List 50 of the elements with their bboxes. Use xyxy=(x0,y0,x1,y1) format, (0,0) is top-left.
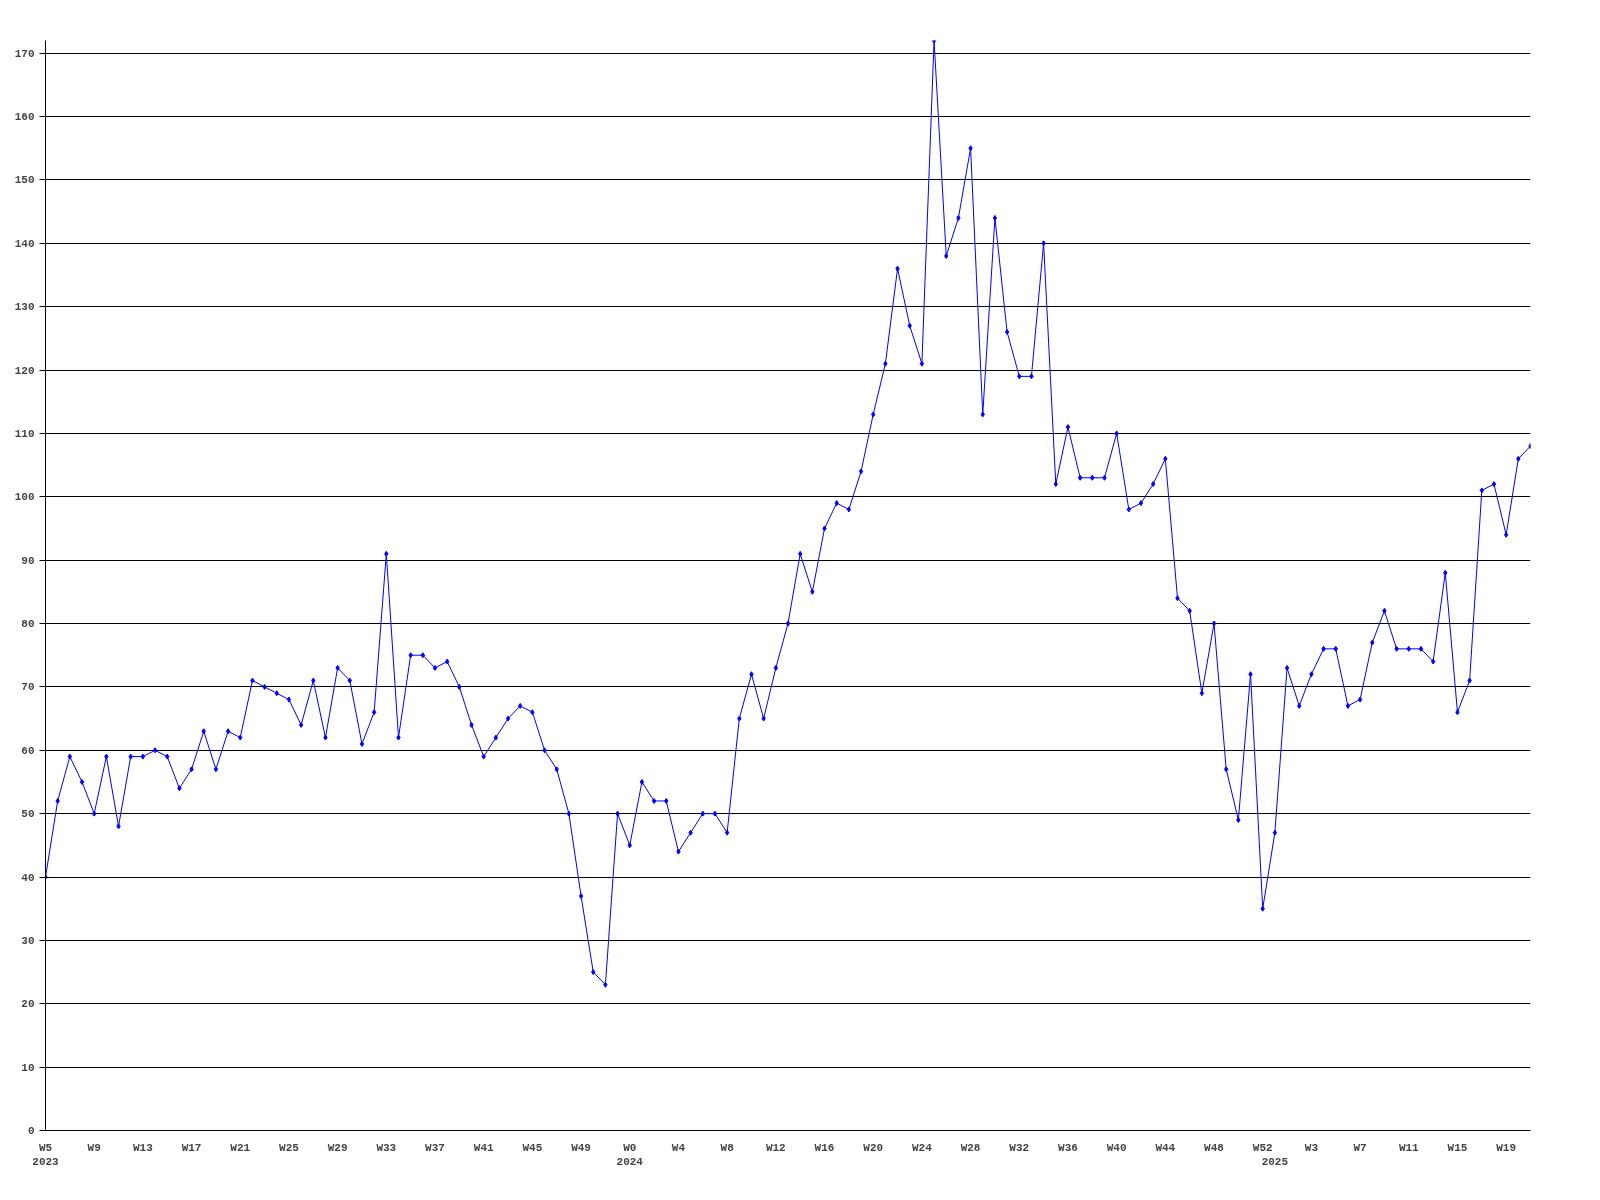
x-tick-label: W20 xyxy=(863,1141,884,1154)
x-tick-label: W40 xyxy=(1106,1141,1127,1154)
x-tick-label: W19 xyxy=(1496,1141,1517,1154)
x-tick-label: W7 xyxy=(1353,1141,1367,1154)
x-tick-label: W24 xyxy=(911,1141,933,1154)
x-tick-label: W3 xyxy=(1304,1141,1319,1154)
x-tick-label: W32 xyxy=(1009,1141,1030,1154)
y-tick-label: 80 xyxy=(21,618,35,631)
y-tick-label: 60 xyxy=(21,744,35,757)
x-tick-label: W17 xyxy=(181,1141,202,1154)
x-tick-label: W8 xyxy=(720,1141,735,1154)
x-tick-label: W5 2023 xyxy=(32,1141,60,1168)
x-tick-label: W9 xyxy=(87,1141,101,1154)
y-tick-label: 50 xyxy=(21,808,35,821)
x-tick-label: W41 xyxy=(473,1141,494,1154)
y-tick-label: 10 xyxy=(21,1061,35,1074)
x-tick-label: W4 xyxy=(671,1141,686,1154)
x-tick-label: W12 xyxy=(765,1141,786,1154)
x-tick-label: W48 xyxy=(1204,1141,1225,1154)
y-tick-label: 130 xyxy=(14,301,35,314)
x-tick-label: W44 xyxy=(1155,1141,1176,1154)
y-tick-label: 40 xyxy=(21,871,35,884)
y-tick-label: 140 xyxy=(14,237,35,250)
y-tick-label: 160 xyxy=(14,111,35,124)
x-tick-label: W33 xyxy=(376,1141,397,1154)
x-tick-label: W49 xyxy=(571,1141,591,1154)
y-tick-label: 90 xyxy=(21,554,35,567)
y-tick-label: 100 xyxy=(14,491,35,504)
x-tick-label: W11 xyxy=(1398,1141,1420,1154)
y-tick-label: 110 xyxy=(14,427,35,440)
y-tick-label: 30 xyxy=(21,934,35,947)
x-tick-label: W36 xyxy=(1058,1141,1078,1154)
y-tick-label: 70 xyxy=(21,681,35,694)
x-tick-label: W45 xyxy=(522,1141,543,1154)
x-tick-label: W25 xyxy=(279,1141,300,1154)
y-tick-label: 0 xyxy=(27,1125,35,1137)
x-tick-label: 2025 xyxy=(1261,1155,1289,1168)
y-tick-label: 150 xyxy=(14,174,35,187)
y-tick-label: 170 xyxy=(14,47,35,60)
x-tick-label: W29 xyxy=(327,1141,348,1154)
x-tick-label: W0 2024 xyxy=(616,1141,644,1168)
x-tick-label: W16 xyxy=(814,1141,835,1154)
y-tick-label: 120 xyxy=(14,364,35,377)
x-tick-label: W21 xyxy=(230,1141,251,1154)
x-tick-label: W37 xyxy=(425,1141,445,1154)
x-tick-label: W28 xyxy=(960,1141,981,1154)
x-tick-label: W15 xyxy=(1447,1141,1468,1154)
x-tick-label: W13 xyxy=(132,1141,154,1154)
y-tick-label: 20 xyxy=(21,998,35,1011)
x-tick-label: W52 xyxy=(1252,1141,1273,1154)
